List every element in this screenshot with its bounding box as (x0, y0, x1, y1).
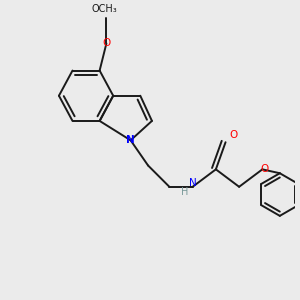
Text: O: O (260, 164, 269, 174)
Text: N: N (189, 178, 196, 188)
Text: O: O (230, 130, 238, 140)
Text: N: N (126, 135, 135, 145)
Text: O: O (102, 38, 110, 48)
Text: H: H (181, 187, 189, 196)
Text: OCH₃: OCH₃ (92, 4, 117, 14)
